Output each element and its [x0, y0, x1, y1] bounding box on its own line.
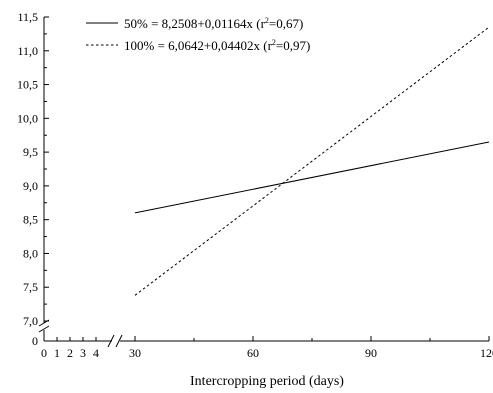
x-axis-break-mark [115, 334, 123, 348]
series-line-100pct [134, 26, 490, 296]
y-tick-label: 8,0 [23, 246, 38, 260]
x-tick-label: 90 [365, 346, 377, 360]
x-tick-label-broken: 2 [67, 346, 73, 360]
y-tick-label: 11,5 [17, 10, 38, 24]
y-axis-break-mark [38, 325, 50, 333]
x-tick-label-broken: 1 [54, 346, 60, 360]
x-tick-label-broken: 3 [80, 346, 86, 360]
x-tick-label: 120 [480, 346, 493, 360]
legend: 50% = 8,2508+0,01164x (r2=0,67) 100% = 6,… [86, 16, 310, 53]
x-tick-label: 30 [129, 346, 141, 360]
y-tick-label: 9,0 [23, 179, 38, 193]
series-layer [134, 26, 490, 296]
y-tick-label: 8,5 [23, 213, 38, 227]
y-tick-label: 7,5 [23, 280, 38, 294]
y-tick-label-zero: 0 [32, 334, 38, 348]
x-axis-title: Intercropping period (days) [190, 374, 344, 389]
y-tick-label: 7,0 [23, 314, 38, 328]
y-tick-label: 11,0 [17, 44, 38, 58]
x-axis-break-mark [107, 334, 115, 348]
x-tick-label-broken: 0 [41, 346, 47, 360]
x-tick-label-broken: 4 [93, 346, 99, 360]
y-tick-label: 10,5 [17, 78, 38, 92]
y-tick-label: 10,0 [17, 111, 38, 125]
legend-entry: 50% = 8,2508+0,01164x (r2=0,67) [124, 16, 303, 31]
axes: 11,511,010,510,09,59,08,58,07,57,000 1 2 3 4… [17, 10, 493, 360]
x-tick-label: 60 [247, 346, 259, 360]
series-line-50pct [134, 141, 490, 214]
y-tick-label: 9,5 [23, 145, 38, 159]
legend-entry: 100% = 6,0642+0,04402x (r2=0,97) [124, 38, 310, 53]
